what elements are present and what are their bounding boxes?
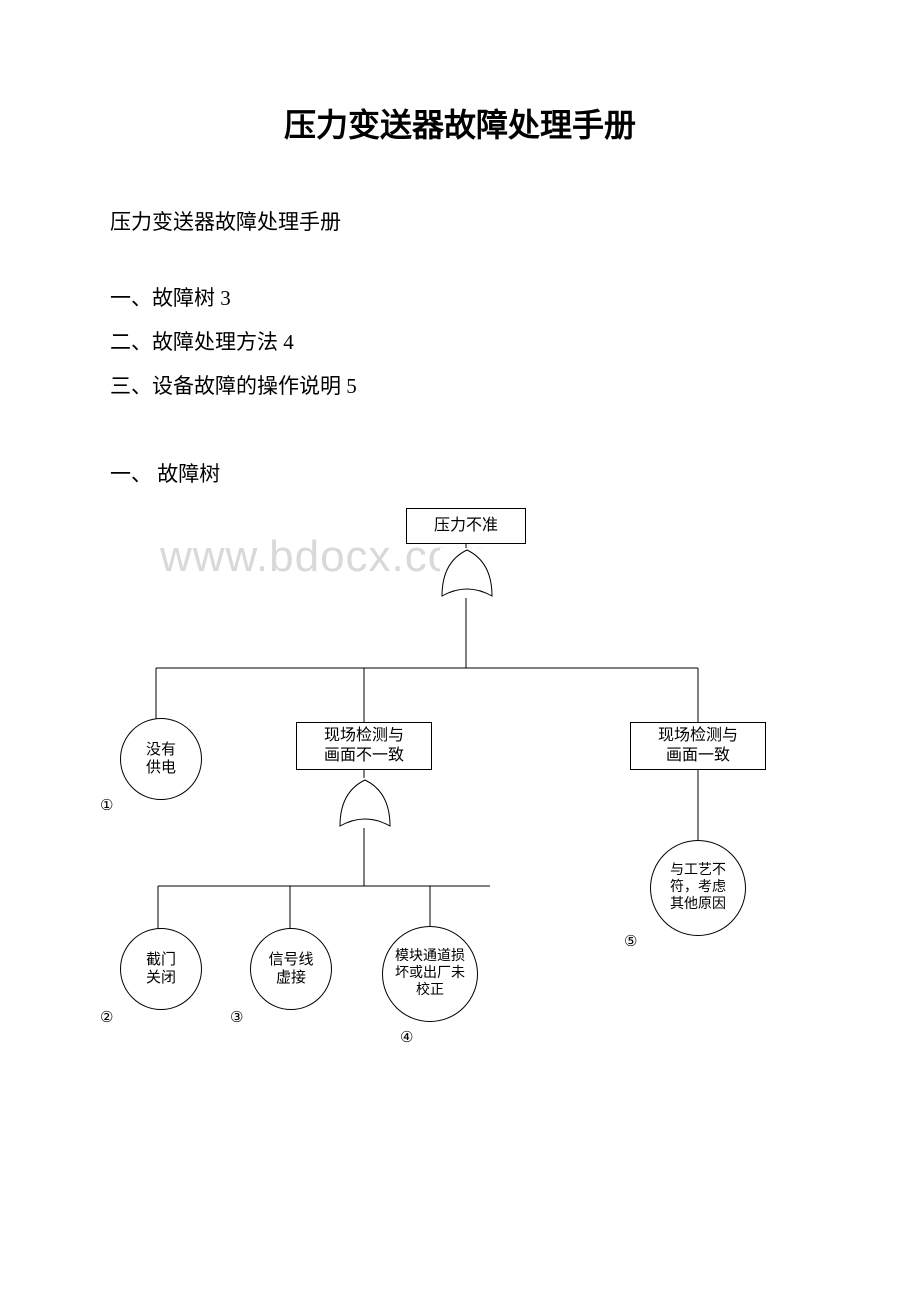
node-label: 压力不准	[434, 516, 498, 536]
node-label: 截门 关闭	[146, 951, 176, 987]
node-circle-1: 没有 供电	[120, 718, 202, 800]
node-circle-3: 信号线 虚接	[250, 928, 332, 1010]
node-label: 现场检测与 画面不一致	[324, 726, 404, 766]
node-label: 模块通道损 坏或出厂未 校正	[395, 949, 465, 999]
toc-item: 三、设备故障的操作说明 5	[110, 364, 810, 408]
or-gate	[440, 548, 494, 598]
or-gate	[338, 778, 392, 828]
circle-index-5: ⑤	[624, 932, 637, 951]
toc-item: 二、故障处理方法 4	[110, 320, 810, 364]
node-circle-5: 与工艺不 符，考虑 其他原因	[650, 840, 746, 936]
node-rect-b: 现场检测与 画面不一致	[296, 722, 432, 770]
circle-index-2: ②	[100, 1008, 113, 1027]
node-label: 与工艺不 符，考虑 其他原因	[670, 863, 726, 913]
circle-index-4: ④	[400, 1028, 413, 1047]
toc-item: 一、故障树 3	[110, 276, 810, 320]
circle-index-1: ①	[100, 796, 113, 815]
node-circle-4: 模块通道损 坏或出厂未 校正	[382, 926, 478, 1022]
doc-subtitle: 压力变送器故障处理手册	[110, 206, 810, 236]
node-root: 压力不准	[406, 508, 526, 544]
toc: 一、故障树 3 二、故障处理方法 4 三、设备故障的操作说明 5	[110, 276, 810, 408]
circle-index-3: ③	[230, 1008, 243, 1027]
fault-tree-diagram: www.bdocx.com 压力不准	[110, 508, 810, 1068]
node-label: 现场检测与 画面一致	[658, 726, 738, 766]
section-heading: 一、 故障树	[110, 458, 810, 488]
node-label: 没有 供电	[146, 741, 176, 777]
page-title: 压力变送器故障处理手册	[110, 100, 810, 146]
node-circle-2: 截门 关闭	[120, 928, 202, 1010]
node-rect-c: 现场检测与 画面一致	[630, 722, 766, 770]
node-label: 信号线 虚接	[268, 951, 313, 987]
